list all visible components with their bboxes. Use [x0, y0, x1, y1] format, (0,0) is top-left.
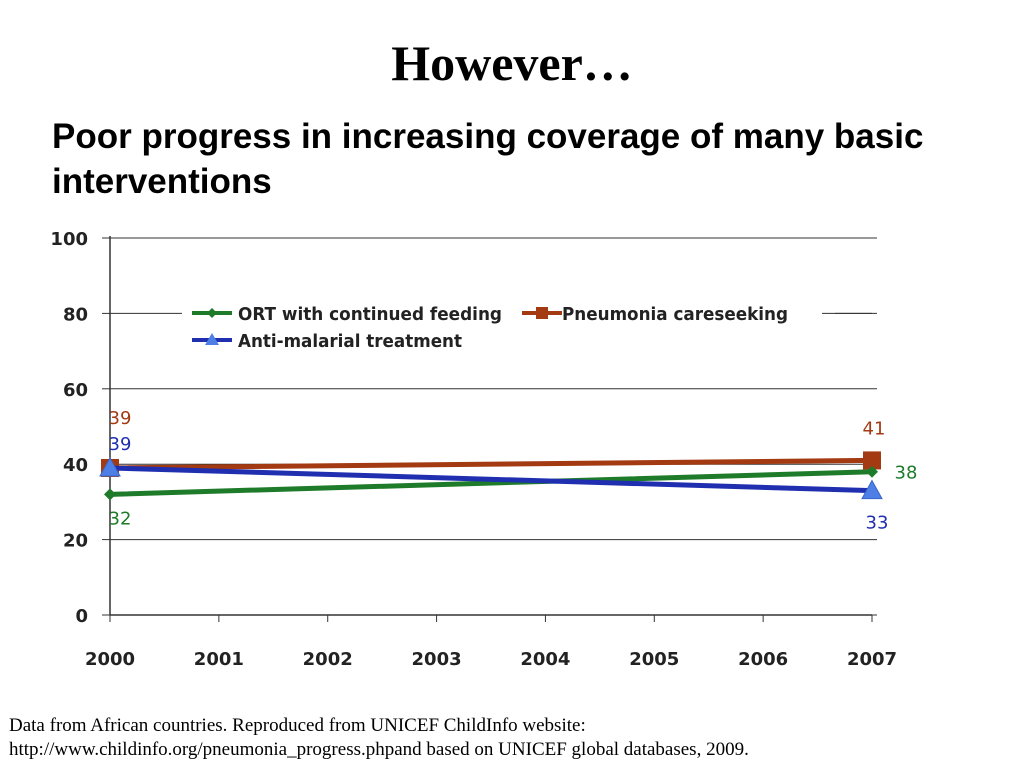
x-tick-label: 2002 [303, 649, 353, 670]
x-tick-label: 2006 [738, 649, 788, 670]
legend-entry-label: Pneumonia careseeking [562, 304, 788, 325]
series-lines [99, 451, 883, 501]
y-tick-label: 0 [75, 606, 88, 627]
data-point-marker [863, 451, 881, 470]
line-chart: 0 20 40 60 80 100 2000 2001 2002 2003 2004 2005 2006… [50, 229, 918, 670]
x-tick-label: 2000 [85, 649, 135, 670]
data-label: 39 [109, 408, 132, 429]
x-tick-label: 2004 [520, 649, 570, 670]
legend-swatch-marker [205, 333, 219, 345]
footnote-line-2: http://www.childinfo.org/pneumonia_progr… [9, 739, 749, 760]
y-tick-label: 100 [50, 229, 88, 250]
axes: 0 20 40 60 80 100 2000 2001 2002 2003 2004 2005 2006… [50, 229, 897, 670]
x-tick-label: 2007 [847, 649, 897, 670]
data-label: 41 [863, 418, 886, 439]
legend-swatch-marker [207, 308, 217, 318]
data-point-marker [861, 479, 883, 500]
legend-background [182, 297, 822, 353]
data-label: 33 [866, 513, 889, 534]
series-line [107, 469, 875, 497]
legend: ORT with continued feeding Pneumonia care… [182, 297, 872, 353]
y-tick-label: 40 [63, 455, 88, 476]
y-tick-label: 80 [63, 304, 88, 325]
data-point-marker [99, 456, 121, 477]
data-labels: 32 38 39 41 39 33 [109, 408, 918, 534]
footnote-line-1: Data from African countries. Reproduced … [9, 715, 586, 736]
x-tick-label: 2001 [194, 649, 244, 670]
data-label: 38 [895, 463, 918, 484]
data-point-marker [866, 465, 878, 478]
legend-swatch-marker [536, 307, 548, 319]
data-label: 32 [109, 508, 132, 529]
y-tick-label: 60 [63, 380, 88, 401]
series-line [107, 465, 875, 494]
slide-title: However… [391, 35, 633, 91]
legend-entry-label: Anti-malarial treatment [238, 331, 462, 352]
x-tick-label: 2005 [629, 649, 679, 670]
data-label: 39 [109, 434, 132, 455]
source-footnote: Data from African countries. Reproduced … [9, 714, 1019, 762]
legend-entry-label: ORT with continued feeding [238, 304, 502, 325]
y-tick-label: 20 [63, 531, 88, 552]
grid-lines [110, 237, 877, 616]
data-point-marker [104, 488, 116, 501]
x-tick-label: 2003 [412, 649, 462, 670]
slide-subtitle: Poor progress in increasing coverage of … [52, 117, 924, 201]
series-line [107, 457, 875, 471]
